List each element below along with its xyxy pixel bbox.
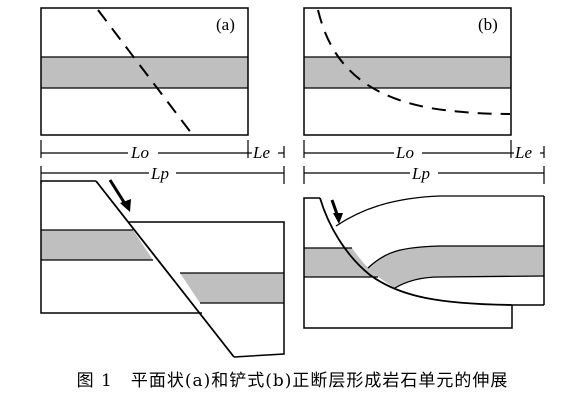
panel-b-original-block: (b) bbox=[303, 7, 512, 136]
figure-caption: 图 1 平面状(a)和铲式(b)正断层形成岩石单元的伸展 bbox=[0, 366, 585, 391]
panel-a-original-block: (a) bbox=[40, 7, 249, 136]
figure-canvas: (a) Lo Le Lp bbox=[40, 7, 545, 358]
panel-a-lp-label: Lp bbox=[150, 164, 169, 183]
panel-a-label: (a) bbox=[216, 15, 235, 34]
panel-a-dimension-lo-le: Lo Le bbox=[40, 140, 285, 162]
panel-b-hangingwall-top-surface bbox=[335, 195, 544, 227]
figure-caption-text: 平面状(a)和铲式(b)正断层形成岩石单元的伸展 bbox=[130, 371, 509, 391]
panel-b-dimension-lo-le: Lo Le bbox=[303, 140, 545, 162]
panel-a-le-label: Le bbox=[252, 143, 270, 162]
panel-b-extended-block bbox=[303, 195, 545, 329]
panel-b-future-fault-dashed-curve bbox=[317, 9, 511, 115]
panel-a-footwall-outline bbox=[40, 180, 202, 314]
panel-b-lo-label: Lo bbox=[395, 143, 414, 162]
panel-a-fault-plane bbox=[95, 180, 235, 358]
panel-a-dimension-lp: Lp bbox=[40, 164, 285, 184]
panel-b-label: (b) bbox=[478, 15, 498, 34]
panel-a-hangingwall-gray-layer bbox=[180, 273, 284, 303]
panel-b-footwall-gray-layer bbox=[304, 248, 378, 277]
panel-b-lp-label: Lp bbox=[411, 164, 430, 183]
panel-b-dimension-lp: Lp bbox=[303, 164, 545, 184]
panel-b-le-label: Le bbox=[514, 143, 532, 162]
panel-a-future-fault-dashed-line bbox=[97, 9, 193, 135]
panel-a-slip-arrow bbox=[108, 179, 131, 212]
panel-a-block-outline bbox=[40, 7, 249, 136]
panel-b-footwall-outline bbox=[303, 197, 513, 329]
panel-b-gray-layer bbox=[304, 57, 511, 88]
panel-a: (a) Lo Le Lp bbox=[40, 7, 285, 358]
panel-a-lo-label: Lo bbox=[130, 143, 149, 162]
panel-b-listric-fault bbox=[319, 197, 513, 306]
panel-b-block-outline bbox=[303, 7, 512, 136]
panel-a-footwall-gray-layer bbox=[41, 230, 153, 260]
figure-number: 图 1 bbox=[76, 371, 113, 391]
panel-a-hangingwall-outline bbox=[128, 221, 285, 358]
panel-b-slip-arrow bbox=[330, 199, 343, 224]
panel-b: (b) Lo Le Lp bbox=[303, 7, 545, 329]
panel-b-hangingwall-gray-layer bbox=[368, 246, 544, 288]
panel-a-extended-block bbox=[40, 179, 285, 358]
